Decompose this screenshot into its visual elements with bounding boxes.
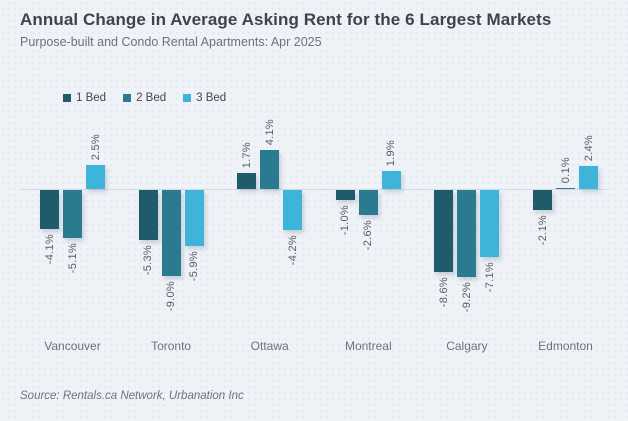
bar-value-label: -5.1% [66, 243, 79, 274]
bar-montreal-3-bed [381, 171, 401, 189]
bar-value-label: -5.9% [188, 251, 201, 282]
bar-label-box: -8.6% [434, 277, 453, 307]
bar-montreal-1-bed [335, 190, 355, 200]
chart-header: Annual Change in Average Asking Rent for… [20, 10, 608, 49]
legend-swatch-icon [183, 94, 192, 102]
bar-montreal-2-bed [358, 190, 378, 215]
bar-label-box: 2.5% [86, 134, 105, 160]
bar-vancouver-3-bed [86, 165, 105, 189]
bar-label-box: -5.1% [63, 243, 82, 273]
bar-label-box: -9.2% [457, 282, 476, 312]
bar-value-label: 2.5% [89, 133, 102, 160]
bar-calgary-3-bed [480, 190, 500, 257]
bar-vancouver-2-bed [63, 190, 82, 238]
bar-edmonton-2-bed [556, 188, 575, 189]
bar-value-label: 2.4% [582, 134, 595, 161]
bar-label-box: 0.1% [556, 157, 575, 183]
bar-label-box: -4.1% [40, 234, 59, 264]
bar-value-label: -5.3% [142, 245, 155, 276]
bar-label-box: -5.3% [139, 245, 158, 275]
bar-toronto-2-bed [161, 190, 181, 276]
legend-swatch-icon [63, 94, 71, 102]
bar-ottawa-3-bed [283, 190, 303, 230]
bar-label-box: -9.0% [162, 281, 181, 311]
bar-ottawa-1-bed [237, 173, 257, 189]
legend-label: 3 Bed [196, 92, 227, 104]
bar-value-label: -4.2% [286, 235, 299, 266]
bar-value-label: -7.1% [483, 262, 496, 293]
legend-swatch-icon [123, 94, 132, 102]
bar-calgary-2-bed [457, 190, 477, 277]
bar-value-label: 4.1% [263, 118, 276, 145]
legend-item-1-bed: 1 Bed [63, 92, 106, 104]
bar-edmonton-3-bed [579, 166, 598, 189]
bar-label-box: 1.9% [382, 140, 401, 166]
bar-ottawa-2-bed [260, 150, 280, 189]
chart-subtitle: Purpose-built and Condo Rental Apartment… [20, 35, 322, 49]
bar-calgary-1-bed [434, 190, 454, 272]
legend-item-3-bed: 3 Bed [183, 92, 226, 104]
legend-label: 1 Bed [76, 92, 107, 104]
bar-label-box: -2.6% [359, 220, 378, 250]
bar-chart: -4.1% -5.1% 2.5% Vancouver -5.3% -9.0% -5.9% To… [20, 110, 608, 370]
x-axis-label-montreal: Montreal [344, 339, 392, 353]
source-note: Source: Rentals.ca Network, Urbanation I… [20, 390, 244, 402]
bar-label-box: -5.9% [185, 251, 204, 281]
bar-value-label: -4.1% [43, 234, 56, 265]
bar-value-label: -1.0% [339, 205, 352, 236]
x-axis-label-edmonton: Edmonton [538, 339, 593, 353]
zero-axis-line [20, 189, 608, 190]
bar-value-label: -2.1% [536, 215, 549, 246]
bar-toronto-3-bed [184, 190, 204, 246]
x-axis-label-ottawa: Ottawa [250, 339, 289, 353]
bar-value-label: 0.1% [559, 156, 572, 183]
bar-label-box: -2.1% [533, 215, 552, 245]
bar-value-label: 1.7% [240, 141, 253, 168]
x-axis-label-vancouver: Vancouver [44, 339, 101, 353]
bar-value-label: -9.0% [165, 281, 178, 312]
bar-label-box: -4.2% [283, 235, 302, 265]
bar-label-box: -1.0% [336, 205, 355, 235]
bar-value-label: -8.6% [437, 277, 450, 308]
bar-edmonton-1-bed [533, 190, 552, 210]
bar-value-label: 1.9% [385, 139, 398, 166]
legend: 1 Bed 2 Bed 3 Bed [63, 92, 226, 104]
x-axis-label-calgary: Calgary [446, 339, 488, 353]
legend-item-2-bed: 2 Bed [123, 92, 166, 104]
bar-label-box: -7.1% [480, 262, 499, 292]
chart-title: Annual Change in Average Asking Rent for… [20, 10, 552, 29]
bar-label-box: 1.7% [237, 142, 256, 168]
bar-label-box: 4.1% [260, 119, 279, 145]
bar-toronto-1-bed [138, 190, 158, 240]
bar-value-label: -9.2% [460, 282, 473, 313]
bar-value-label: -2.6% [362, 220, 375, 251]
bar-vancouver-1-bed [40, 190, 59, 229]
bar-label-box: 2.4% [579, 135, 598, 161]
legend-label: 2 Bed [136, 92, 167, 104]
x-axis-label-toronto: Toronto [151, 339, 192, 353]
